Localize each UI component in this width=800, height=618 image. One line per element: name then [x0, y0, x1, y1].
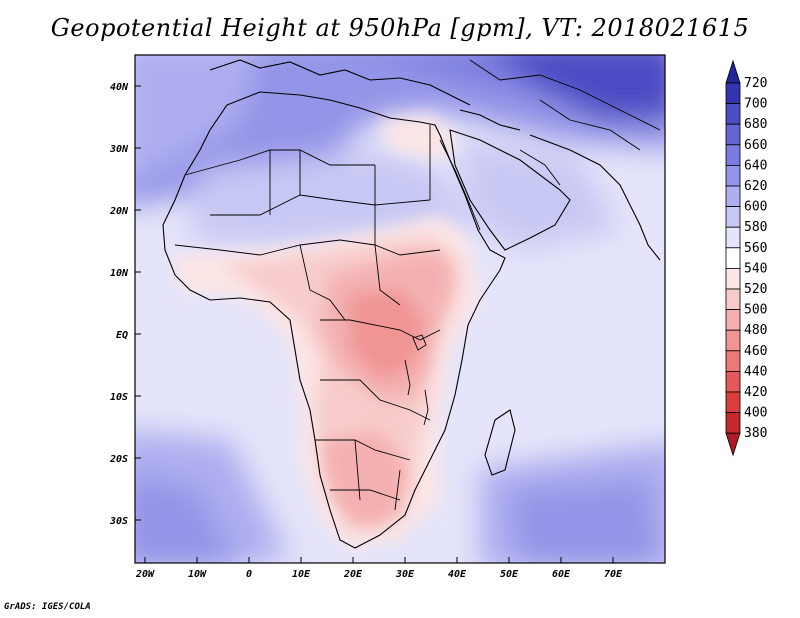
lon-tick-50e: 50E — [500, 569, 519, 580]
colorbar-swatch — [725, 350, 741, 372]
colorbar-swatch — [725, 144, 741, 166]
asia-high-band — [498, 55, 665, 120]
colorbar-label: 640 — [744, 158, 767, 173]
gulf-arabia — [519, 149, 561, 186]
lat-tick-20s: 20S — [109, 454, 128, 465]
colorbar-swatch — [725, 185, 741, 208]
borders — [174, 59, 661, 511]
colorbar-label: 400 — [744, 406, 767, 421]
colorbar-label: 380 — [744, 426, 767, 441]
lake-tanganyika — [404, 359, 411, 396]
colorbar-swatch — [725, 82, 741, 105]
lon-tick-30e: 30E — [395, 569, 415, 580]
lat-tick-20n: 20N — [109, 206, 129, 217]
colorbar-label: 560 — [744, 241, 767, 256]
colorbar-swatch — [725, 206, 741, 228]
south-atlantic-deep — [135, 473, 237, 563]
lat-tick-30n: 30N — [109, 144, 129, 155]
arabia-coast — [449, 129, 571, 251]
coastlines — [162, 59, 661, 549]
lon-tick-60e: 60E — [552, 569, 571, 580]
chart-title: Geopotential Height at 950hPa [gpm], VT:… — [50, 14, 750, 42]
colorbar-swatch — [725, 226, 741, 249]
colorbar-label: 520 — [744, 282, 767, 297]
height-field — [135, 55, 665, 563]
colorbar-swatch — [725, 309, 741, 331]
colorbar-top-arrow — [725, 59, 741, 84]
colorbar-label: 480 — [744, 323, 767, 338]
border-2 — [210, 194, 431, 216]
colorbar-label: 620 — [744, 179, 767, 194]
lon-tick-0: 0 — [246, 569, 252, 580]
colorbar-label: 660 — [744, 138, 767, 153]
colorbar-label: 720 — [744, 76, 767, 91]
lon-tick-20w: 20W — [135, 569, 155, 580]
mid-indian-band — [500, 240, 665, 438]
africa-low-core — [350, 290, 425, 380]
lon-tick-10e: 10E — [292, 569, 311, 580]
border-1 — [184, 149, 375, 176]
central-asia — [469, 59, 661, 131]
colorbar-bottom-arrow — [725, 432, 741, 457]
lake-victoria — [412, 334, 427, 351]
colorbar-swatch — [725, 412, 741, 434]
lake-malawi — [423, 389, 429, 426]
asia-border-2 — [539, 99, 641, 151]
arabia-band — [460, 140, 620, 250]
colorbar-label: 420 — [744, 385, 767, 400]
colorbar-label: 540 — [744, 261, 767, 276]
lon-tick-40e: 40E — [448, 569, 467, 580]
lat-tick-10s: 10S — [110, 392, 128, 403]
colorbar-swatch — [725, 391, 741, 414]
colorbar-swatch — [725, 288, 741, 311]
colorbar-label: 680 — [744, 117, 767, 132]
lat-tick-30s: 30S — [109, 516, 128, 527]
credit-label: GrADS: IGES/COLA — [4, 602, 91, 612]
lon-tick-10w: 10W — [188, 569, 207, 580]
colorbar-label: 460 — [744, 344, 767, 359]
iran-india-coast — [529, 134, 661, 261]
mediterranean-north — [209, 59, 471, 106]
border-6 — [320, 319, 441, 341]
egypt-low — [380, 115, 460, 160]
lon-ticks: 20W 10W 0 10E 20E 30E 40E 50E 60E 70E — [135, 557, 623, 580]
colorbar-label: 580 — [744, 220, 767, 235]
lat-tick-40n: 40N — [110, 82, 129, 93]
arabian-peninsula-north — [459, 109, 521, 131]
africa-coastline — [162, 91, 506, 549]
sahara-band — [190, 150, 470, 245]
colorbar: 720 700 680 660 640 620 600 580 560 540 520 500 480 4… — [725, 59, 767, 457]
colorbar-label: 600 — [744, 200, 767, 215]
colorbar-swatch — [725, 164, 741, 187]
lat-tick-eq: EQ — [116, 330, 128, 341]
border-5 — [299, 244, 401, 321]
plot-frame — [134, 54, 666, 564]
colorbar-label: 440 — [744, 364, 767, 379]
colorbar-swatch — [725, 103, 741, 125]
lon-tick-70e: 70E — [604, 569, 623, 580]
colorbar-label: 500 — [744, 303, 767, 318]
colorbar-swatch — [725, 247, 741, 269]
border-7 — [320, 379, 431, 421]
indian-ocean-deep — [510, 480, 660, 563]
madagascar-coast — [484, 409, 516, 476]
colorbar-swatch — [725, 329, 741, 352]
colorbar-swatch — [725, 370, 741, 393]
border-4 — [174, 239, 441, 256]
atlantic-high-band — [135, 55, 257, 177]
kalahari-low — [320, 430, 410, 530]
border-9 — [330, 489, 401, 501]
red-sea-west — [439, 139, 481, 231]
colorbar-swatch — [725, 123, 741, 146]
lat-tick-10n: 10N — [110, 268, 129, 279]
colorbar-label: 700 — [744, 97, 767, 112]
lon-tick-20e: 20E — [343, 569, 363, 580]
border-3 — [269, 125, 431, 245]
lat-ticks: 40N 30N 20N 10N EQ 10S 20S 30S — [109, 82, 141, 527]
colorbar-swatch — [725, 267, 741, 290]
